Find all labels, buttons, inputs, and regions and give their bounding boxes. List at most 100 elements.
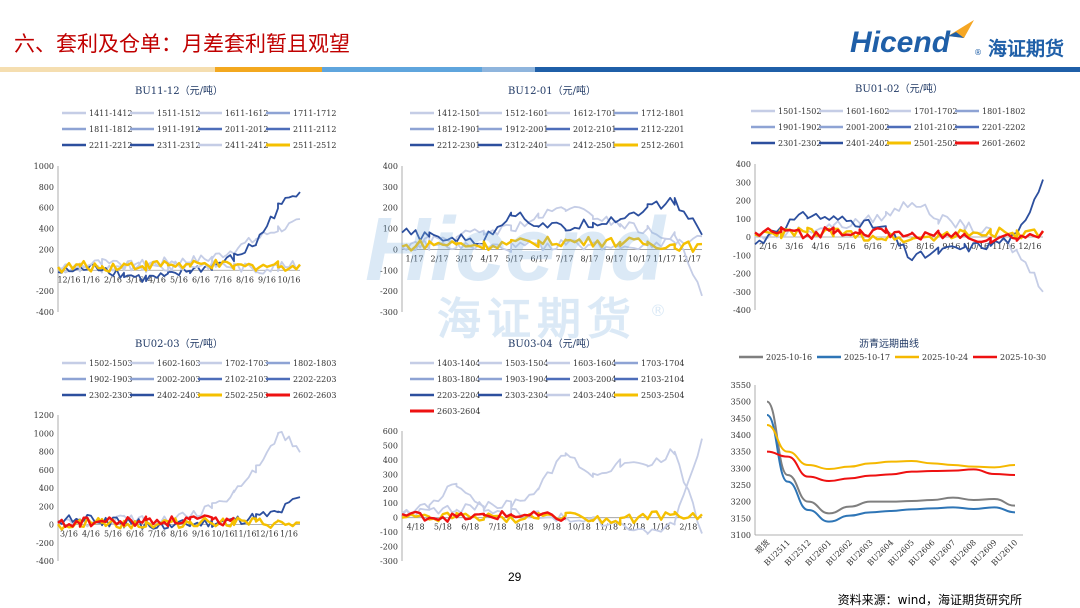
y-tick-label: 0 bbox=[49, 266, 54, 275]
header-bar-blue bbox=[535, 67, 1080, 72]
y-tick-label: 0 bbox=[746, 233, 751, 242]
legend-label: 1412-1501 bbox=[437, 109, 480, 118]
x-tick-label: 10/16 bbox=[966, 242, 989, 251]
x-tick-label: 4/17 bbox=[481, 254, 499, 263]
y-tick-label: 200 bbox=[383, 204, 398, 213]
chart-bu02-03: BU02-03（元/吨）1502-1503 1602-1603 1702-1703 1… bbox=[34, 337, 337, 566]
legend-label: 1703-1704 bbox=[641, 359, 684, 368]
y-tick-label: 100 bbox=[736, 215, 751, 224]
series-line-1412-1501 bbox=[401, 205, 703, 297]
x-tick-label: 1/16 bbox=[82, 275, 100, 284]
series-line-2025-10-16 bbox=[766, 400, 1016, 515]
legend-label: 2311-2312 bbox=[157, 141, 200, 150]
x-tick-label: 11/16 bbox=[233, 530, 256, 539]
y-tick-label: 0 bbox=[393, 514, 398, 523]
y-tick-label: 3450 bbox=[731, 414, 751, 423]
x-tick-label: 9/16 bbox=[192, 530, 210, 539]
legend-label: 2601-2602 bbox=[982, 139, 1025, 148]
chart-title: BU01-02（元/吨） bbox=[855, 82, 943, 95]
legend-label: 1712-1801 bbox=[641, 109, 684, 118]
x-tick-label: 8/16 bbox=[916, 242, 934, 251]
legend-label: 1701-1702 bbox=[914, 107, 957, 116]
y-tick-label: 3300 bbox=[731, 464, 751, 473]
series-line-2511-2512 bbox=[57, 258, 301, 274]
y-tick-label: 200 bbox=[736, 197, 751, 206]
x-tick-label: 12/17 bbox=[678, 254, 701, 263]
x-tick-label: 1/18 bbox=[652, 523, 670, 532]
x-tick-label: 7/16 bbox=[148, 530, 166, 539]
x-tick-label: 8/16 bbox=[236, 275, 254, 284]
y-tick-label: 800 bbox=[39, 183, 54, 192]
header-bar-grey-blue bbox=[482, 67, 535, 72]
legend-label: 2202-2203 bbox=[293, 375, 336, 384]
x-tick-label: 4/16 bbox=[82, 530, 100, 539]
x-tick-label: 12/16 bbox=[57, 275, 80, 284]
legend-label: 1612-1701 bbox=[573, 109, 616, 118]
legend-label: 2025-10-30 bbox=[1000, 353, 1046, 362]
y-tick-label: 3550 bbox=[731, 381, 751, 390]
legend-label: 1802-1803 bbox=[293, 359, 336, 368]
series-line-2301-2302 bbox=[754, 179, 1044, 262]
x-tick-label: 6/18 bbox=[461, 523, 479, 532]
legend-label: 2512-2601 bbox=[641, 141, 684, 150]
x-tick-label: 2/18 bbox=[679, 523, 697, 532]
x-tick-label: 2/17 bbox=[431, 254, 449, 263]
legend-label: 2402-2403 bbox=[157, 391, 200, 400]
logo-registered-mark: ® bbox=[974, 48, 982, 57]
header-bar-orange bbox=[215, 67, 322, 72]
y-tick-label: -300 bbox=[380, 557, 398, 566]
legend-label: 1403-1404 bbox=[437, 359, 480, 368]
legend-label: 2211-2212 bbox=[89, 141, 132, 150]
legend-label: 1611-1612 bbox=[225, 109, 268, 118]
chart-forward-curve: 沥青远期曲线 2025-10-16 2025-10-17 2025-10-24 2025… bbox=[731, 337, 1046, 568]
chart-title: BU12-01（元/吨） bbox=[508, 84, 596, 97]
y-tick-label: 3250 bbox=[731, 481, 751, 490]
legend-label: 2025-10-16 bbox=[766, 353, 812, 362]
y-tick-label: -200 bbox=[380, 543, 398, 552]
source-note: 资料来源：wind，海证期货研究所 bbox=[837, 593, 1022, 607]
legend-label: 2312-2401 bbox=[505, 141, 548, 150]
x-tick-label: 9/18 bbox=[543, 523, 561, 532]
x-tick-label: 7/18 bbox=[488, 523, 506, 532]
y-tick-label: -100 bbox=[380, 528, 398, 537]
y-tick-label: 200 bbox=[383, 485, 398, 494]
x-tick-label: 7/17 bbox=[556, 254, 574, 263]
y-tick-label: 3500 bbox=[731, 398, 751, 407]
x-tick-label: 5/16 bbox=[104, 530, 122, 539]
legend-label: 2003-2004 bbox=[573, 375, 616, 384]
legend-label: 2002-2003 bbox=[157, 375, 200, 384]
legend-label: 2212-2301 bbox=[437, 141, 480, 150]
y-tick-label: 1000 bbox=[34, 429, 54, 438]
legend-label: 2511-2512 bbox=[293, 141, 336, 150]
y-tick-label: 600 bbox=[39, 204, 54, 213]
legend-label: 2025-10-17 bbox=[844, 353, 890, 362]
legend-label: 1603-1604 bbox=[573, 359, 616, 368]
x-tick-label: 8/18 bbox=[516, 523, 534, 532]
legend-label: 2012-2101 bbox=[573, 125, 616, 134]
y-tick-label: -400 bbox=[36, 308, 54, 317]
y-tick-label: -200 bbox=[36, 539, 54, 548]
y-tick-label: 1200 bbox=[34, 411, 54, 420]
y-tick-label: 3350 bbox=[731, 448, 751, 457]
legend-label: 1702-1703 bbox=[225, 359, 268, 368]
chart-title: BU02-03（元/吨） bbox=[135, 337, 223, 350]
x-tick-label: 4/16 bbox=[811, 242, 829, 251]
x-tick-label: 5/18 bbox=[434, 523, 452, 532]
y-tick-label: 300 bbox=[383, 470, 398, 479]
y-tick-label: 400 bbox=[736, 160, 751, 169]
y-tick-label: 800 bbox=[39, 448, 54, 457]
legend-label: 2412-2501 bbox=[573, 141, 616, 150]
chart-bu12-01: BU12-01（元/吨） 1412-1501 1512-1601 1612-1701 1… bbox=[380, 84, 703, 317]
y-tick-label: -200 bbox=[733, 270, 751, 279]
legend-label: 1901-1902 bbox=[778, 123, 821, 132]
x-tick-label: 5/16 bbox=[170, 275, 188, 284]
logo-brand: Hicend bbox=[850, 26, 951, 59]
series-line-2211-2212 bbox=[57, 191, 301, 283]
x-tick-label: 6/16 bbox=[192, 275, 210, 284]
legend-label: 1602-1603 bbox=[157, 359, 200, 368]
legend-label: 1811-1812 bbox=[89, 125, 132, 134]
legend-label: 2303-2304 bbox=[505, 391, 548, 400]
legend-label: 2602-2603 bbox=[293, 391, 336, 400]
series-line-2212-2301 bbox=[401, 196, 703, 246]
legend-label: 2112-2201 bbox=[641, 125, 684, 134]
